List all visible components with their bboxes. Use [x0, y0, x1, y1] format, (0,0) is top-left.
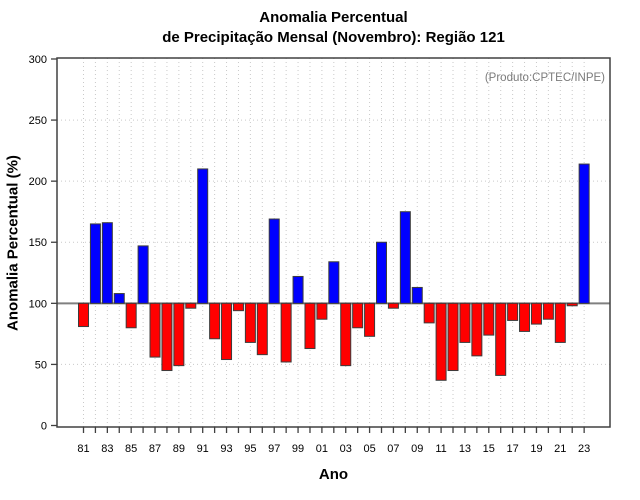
bar-2015 — [483, 302, 495, 336]
bar-2018 — [519, 302, 531, 332]
bar-1983 — [101, 222, 113, 304]
bar-2003 — [340, 302, 352, 367]
chart-title-line1: Anomalia Percentual — [259, 9, 408, 26]
x-tick-label: 13 — [459, 443, 471, 455]
y-tick-label: 0 — [41, 421, 47, 433]
bar-2017 — [507, 302, 519, 321]
x-tick-label: 83 — [101, 443, 113, 455]
bar-2007 — [387, 302, 399, 309]
bar-2000 — [304, 302, 316, 350]
x-tick-label: 03 — [340, 443, 352, 455]
bar-2012 — [447, 302, 459, 372]
bar-1997 — [268, 218, 280, 304]
y-tick-label: 200 — [29, 176, 47, 188]
x-tick-label: 99 — [292, 443, 304, 455]
bar-2010 — [423, 302, 435, 324]
y-tick-label: 50 — [35, 359, 47, 371]
x-tick-label: 11 — [435, 443, 446, 455]
bar-2023 — [578, 163, 590, 304]
bar-1998 — [280, 302, 292, 363]
bar-1991 — [197, 168, 209, 304]
bar-1995 — [244, 302, 256, 343]
bar-2001 — [316, 302, 328, 320]
bar-1992 — [209, 302, 221, 340]
x-tick-label: 95 — [244, 443, 256, 455]
bar-2011 — [435, 302, 447, 381]
bar-2020 — [542, 302, 554, 320]
bar-1982 — [89, 223, 101, 304]
x-tick-label: 21 — [554, 443, 566, 455]
bar-2019 — [530, 302, 542, 325]
x-tick-label: 89 — [173, 443, 185, 455]
bar-2021 — [554, 302, 566, 343]
bar-2013 — [459, 302, 471, 343]
y-tick-label: 150 — [29, 237, 47, 249]
bar-2016 — [495, 302, 507, 376]
x-tick-label: 97 — [268, 443, 280, 455]
chart-title-line2: de Precipitação Mensal (Novembro): Regiã… — [162, 29, 505, 46]
bar-2004 — [352, 302, 364, 329]
bar-1996 — [256, 302, 268, 356]
bar-2022 — [566, 302, 578, 307]
x-tick-label: 19 — [530, 443, 542, 455]
x-tick-label: 07 — [387, 443, 399, 455]
bar-2005 — [364, 302, 376, 337]
bar-1985 — [125, 302, 137, 329]
bar-2006 — [376, 241, 387, 304]
x-tick-label: 91 — [197, 443, 209, 455]
produto-annotation: (Produto:CPTEC/INPE) — [484, 72, 605, 84]
x-tick-label: 05 — [363, 443, 375, 455]
x-tick-label: 85 — [125, 443, 137, 455]
bar-2008 — [399, 211, 411, 304]
x-tick-label: 15 — [483, 443, 495, 455]
y-axis-label: Anomalia Percentual (%) — [4, 155, 22, 331]
bar-1988 — [161, 302, 173, 372]
bar-1993 — [221, 302, 233, 361]
x-axis-label: Ano — [318, 466, 349, 483]
bar-1989 — [173, 302, 185, 367]
x-tick-label: 81 — [77, 443, 89, 455]
x-tick-label: 93 — [220, 443, 232, 455]
x-tick-label: 17 — [506, 443, 518, 455]
bar-1986 — [137, 245, 149, 304]
bar-1984 — [113, 293, 125, 304]
bar-1994 — [232, 302, 244, 312]
x-tick-label: 87 — [149, 443, 161, 455]
bar-2002 — [328, 261, 340, 304]
bar-1981 — [78, 302, 89, 328]
y-tick-label: 100 — [29, 298, 47, 310]
x-tick-label: 09 — [411, 443, 423, 455]
x-tick-label: 23 — [578, 443, 590, 455]
x-tick-label: 01 — [316, 443, 328, 455]
bar-1990 — [185, 302, 197, 309]
y-tick-label: 300 — [29, 54, 47, 66]
bar-2014 — [471, 302, 483, 357]
y-tick-label: 250 — [29, 115, 47, 127]
bar-2009 — [411, 286, 423, 304]
bar-1987 — [149, 302, 161, 358]
bar-1999 — [292, 275, 304, 304]
